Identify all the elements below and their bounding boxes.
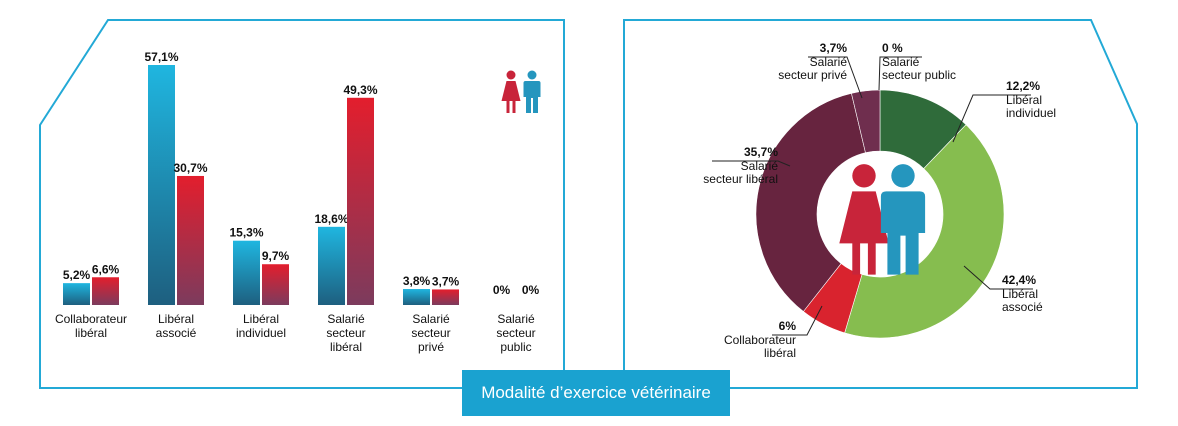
donut-labels: 12,2%Libéral individuel 42,4%Libéral associ… bbox=[703, 41, 1056, 360]
donut-leader-line bbox=[808, 56, 863, 99]
bar-value-label: 57,1% bbox=[144, 50, 178, 64]
donut-category-label: Salarié secteur privé bbox=[778, 55, 847, 82]
bar-value-label: 9,7% bbox=[262, 249, 290, 263]
category-label: Salarié secteur public bbox=[496, 312, 535, 354]
donut-slice-4 bbox=[851, 89, 881, 154]
title-banner-text: Modalité d’exercice vétérinaire bbox=[481, 383, 711, 402]
gender-legend bbox=[501, 70, 541, 113]
bar-series2-1 bbox=[177, 175, 204, 305]
donut-value-label: 35,7% bbox=[744, 145, 778, 159]
donut-center-icons bbox=[839, 164, 926, 275]
bar-series2-2 bbox=[262, 264, 289, 305]
category-label: Collaborateur libéral bbox=[55, 312, 127, 340]
bar-series1-0 bbox=[63, 283, 90, 305]
bar-value-label: 0% bbox=[522, 283, 540, 297]
donut-category-label: Salarié secteur public bbox=[882, 55, 956, 82]
bar-value-label: 15,3% bbox=[229, 226, 263, 240]
donut-category-label: Libéral individuel bbox=[1006, 93, 1056, 120]
title-banner: Modalité d’exercice vétérinaire bbox=[462, 370, 730, 416]
bar-series2-3 bbox=[347, 97, 374, 305]
bar-value-label: 5,2% bbox=[63, 268, 91, 282]
man-icon bbox=[880, 164, 926, 275]
bar-value-label: 6,6% bbox=[92, 262, 120, 276]
category-label: Salarié secteur privé bbox=[411, 312, 450, 354]
donut-slice-3 bbox=[755, 92, 866, 312]
bar-series1-4 bbox=[403, 289, 430, 305]
left-panel-frame bbox=[39, 19, 565, 389]
title-banner-background bbox=[462, 370, 730, 416]
man-icon bbox=[523, 70, 541, 113]
category-label: Salarié secteur libéral bbox=[326, 312, 365, 354]
bar-series1-3 bbox=[318, 226, 345, 305]
category-label: Libéral individuel bbox=[236, 312, 286, 340]
right-panel-frame bbox=[623, 19, 1138, 389]
donut-chart bbox=[755, 89, 1005, 339]
bar-value-label: 49,3% bbox=[343, 83, 377, 97]
donut-value-label: 6% bbox=[779, 319, 797, 333]
category-label: Libéral associé bbox=[156, 312, 197, 340]
donut-slice-1 bbox=[844, 124, 1005, 339]
donut-leader-line bbox=[772, 305, 823, 336]
donut-leader-line bbox=[952, 94, 1031, 143]
bar-value-label: 18,6% bbox=[314, 212, 348, 226]
donut-category-label: Collaborateur libéral bbox=[724, 333, 796, 360]
donut-value-label: 42,4% bbox=[1002, 273, 1036, 287]
bar-series2-0 bbox=[92, 277, 119, 305]
donut-leader-line bbox=[878, 56, 922, 91]
donut-leader-line bbox=[963, 265, 1033, 290]
donut-category-label: Salarié secteur libéral bbox=[703, 159, 778, 186]
donut-value-label: 3,7% bbox=[820, 41, 848, 55]
bar-value-label: 0% bbox=[493, 283, 511, 297]
bar-series2-4 bbox=[432, 289, 459, 305]
bar-series1-1 bbox=[148, 65, 175, 305]
bar-series1-2 bbox=[233, 240, 260, 305]
donut-leader-line bbox=[712, 160, 791, 167]
bar-value-label: 3,8% bbox=[403, 274, 431, 288]
bar-value-label: 3,7% bbox=[432, 274, 460, 288]
donut-value-label: 12,2% bbox=[1006, 79, 1040, 93]
bar-value-label: 30,7% bbox=[173, 161, 207, 175]
bar-chart: 5,2% 6,6% Collaborateur libéral 57,1% 30,7% Li… bbox=[55, 50, 540, 354]
donut-category-label: Libéral associé bbox=[1002, 287, 1043, 314]
donut-value-label: 0 % bbox=[882, 41, 903, 55]
woman-icon bbox=[839, 164, 889, 275]
woman-icon bbox=[501, 70, 521, 113]
